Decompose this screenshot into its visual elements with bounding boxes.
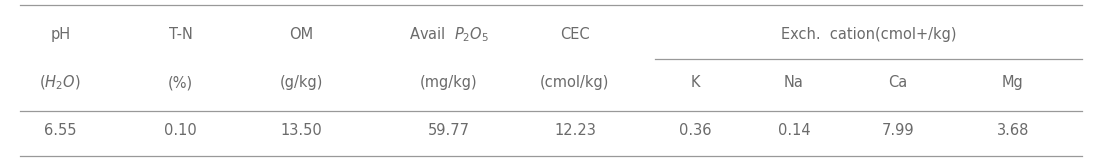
- Text: CEC: CEC: [560, 28, 590, 42]
- Text: 12.23: 12.23: [554, 123, 596, 138]
- Text: 59.77: 59.77: [428, 123, 470, 138]
- Text: Avail  $P_2O_5$: Avail $P_2O_5$: [408, 26, 489, 44]
- Text: OM: OM: [289, 28, 313, 42]
- Text: 6.55: 6.55: [44, 123, 77, 138]
- Text: Na: Na: [784, 75, 804, 90]
- Text: K: K: [691, 75, 700, 90]
- Text: Exch.  cation(cmol+/kg): Exch. cation(cmol+/kg): [781, 28, 956, 42]
- Text: pH: pH: [50, 28, 70, 42]
- Text: 7.99: 7.99: [881, 123, 914, 138]
- Text: 3.68: 3.68: [996, 123, 1029, 138]
- Text: T-N: T-N: [169, 28, 193, 42]
- Text: Ca: Ca: [888, 75, 908, 90]
- Text: (%): (%): [169, 75, 193, 90]
- Text: (cmol/kg): (cmol/kg): [540, 75, 610, 90]
- Text: 0.10: 0.10: [164, 123, 197, 138]
- Text: (g/kg): (g/kg): [279, 75, 323, 90]
- Text: $(H_2O)$: $(H_2O)$: [39, 73, 81, 92]
- Text: 0.14: 0.14: [777, 123, 810, 138]
- Text: 13.50: 13.50: [280, 123, 322, 138]
- Text: Mg: Mg: [1002, 75, 1024, 90]
- Text: 0.36: 0.36: [679, 123, 712, 138]
- Text: (mg/kg): (mg/kg): [420, 75, 477, 90]
